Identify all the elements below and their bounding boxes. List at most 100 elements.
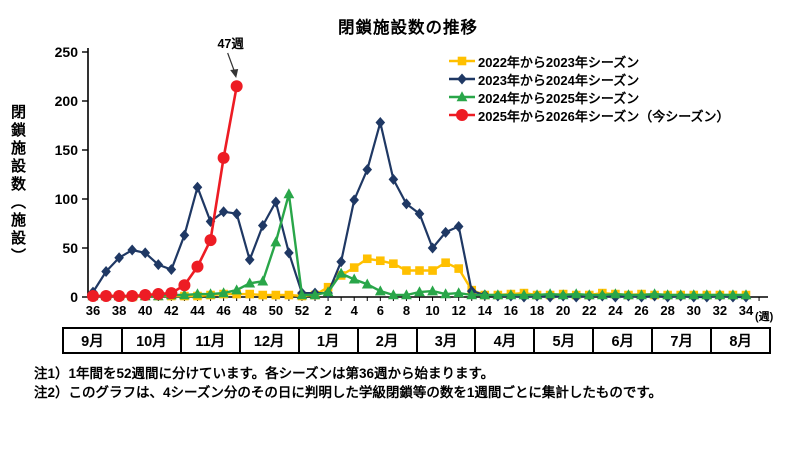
triangle-marker-2 xyxy=(466,289,478,300)
x-tick-label: 44 xyxy=(190,303,205,318)
legend-item-1: 2023年から2024年シーズン xyxy=(449,70,730,88)
circle-marker-legend xyxy=(456,109,468,121)
diamond-marker-1 xyxy=(153,259,164,271)
annotation-arrow-line xyxy=(227,52,236,73)
circle-marker-3 xyxy=(87,290,99,303)
triangle-marker-2 xyxy=(179,289,190,300)
circle-marker-3 xyxy=(204,234,217,247)
square-marker xyxy=(389,259,398,268)
triangle-marker-2 xyxy=(440,288,452,299)
x-tick-label: 48 xyxy=(242,303,256,318)
triangle-marker-2 xyxy=(479,289,491,300)
square-marker xyxy=(349,263,359,272)
circle-marker-3 xyxy=(126,290,139,303)
diamond-marker-1 xyxy=(205,216,216,228)
triangle-marker-2 xyxy=(427,285,438,296)
circle-marker-3 xyxy=(217,151,230,164)
x-tick-label: 14 xyxy=(478,303,493,318)
legend-item-label: 2024年から2025年シーズン xyxy=(478,90,640,106)
square-marker xyxy=(245,289,255,299)
chart-title: 閉鎖施設数の推移 xyxy=(338,19,478,37)
month-axis-table: 9月 10月 11月 12月 1月 2月 3月 4月 5月 6月 7月 8月 xyxy=(62,327,771,354)
month-cell: 11月 xyxy=(179,329,239,352)
diamond-marker-icon xyxy=(449,73,475,85)
series-line-3 xyxy=(91,85,238,298)
square-marker xyxy=(284,290,294,300)
diamond-marker-1 xyxy=(414,208,425,220)
triangle-marker-2 xyxy=(257,275,269,286)
x-tick-label: 4 xyxy=(351,303,359,318)
triangle-marker-2 xyxy=(701,289,713,300)
y-axis-label: 閉鎖施設数（施設） xyxy=(9,104,26,266)
diamond-marker-1 xyxy=(349,194,359,206)
triangle-marker-2 xyxy=(531,289,543,300)
diamond-marker-1 xyxy=(127,244,137,256)
triangle-marker-2 xyxy=(583,289,595,300)
triangle-marker-2 xyxy=(557,289,569,300)
diamond-marker-1 xyxy=(257,219,268,231)
legend: 2022年から2023年シーズン 2023年から2024年シーズン 2024年から2… xyxy=(449,52,730,124)
square-marker xyxy=(428,266,437,275)
triangle-marker-legend xyxy=(456,91,468,102)
triangle-marker-2 xyxy=(322,286,334,297)
square-marker xyxy=(454,264,463,273)
x-tick-label: 18 xyxy=(530,303,544,318)
triangle-marker-2 xyxy=(374,285,386,296)
x-tick-label: 50 xyxy=(269,303,283,318)
x-tick-label: 2 xyxy=(324,303,331,318)
square-marker xyxy=(441,258,450,267)
diamond-marker-1 xyxy=(427,242,438,254)
triangle-marker-2 xyxy=(244,277,256,288)
x-tick-label: 22 xyxy=(582,303,596,318)
triangle-marker-2 xyxy=(570,288,582,299)
triangle-marker-2 xyxy=(596,289,608,300)
triangle-marker-2 xyxy=(414,286,425,297)
x-tick-label: 6 xyxy=(377,303,384,318)
triangle-marker-2 xyxy=(675,289,687,300)
x-tick-label: 24 xyxy=(608,303,623,318)
square-marker xyxy=(402,266,411,275)
footnote-1: 注1）1年間を52週間に分けています。各シーズンは第36週から始まります。 xyxy=(34,366,495,381)
x-tick-label: 12 xyxy=(451,303,465,318)
y-tick-label: 0 xyxy=(70,289,78,305)
legend-item-label: 2025年から2026年シーズン（今シーズン） xyxy=(478,108,730,124)
diamond-marker-1 xyxy=(388,173,399,185)
diamond-marker-1 xyxy=(192,181,203,193)
triangle-marker-2 xyxy=(623,289,634,300)
month-cell: 3月 xyxy=(415,329,475,352)
circle-marker-3 xyxy=(139,289,152,302)
month-cell: 2月 xyxy=(356,329,416,352)
triangle-marker-2 xyxy=(231,284,243,295)
triangle-marker-2 xyxy=(714,289,726,300)
x-tick-label: 32 xyxy=(713,303,727,318)
month-cell: 12月 xyxy=(238,329,298,352)
triangle-marker-2 xyxy=(727,289,739,300)
diamond-marker-1 xyxy=(401,198,412,210)
x-tick-label: 46 xyxy=(216,303,230,318)
triangle-marker-2 xyxy=(296,289,308,300)
legend-item-label: 2022年から2023年シーズン xyxy=(478,54,640,70)
diamond-marker-1 xyxy=(440,226,451,238)
month-cell: 1月 xyxy=(297,329,357,352)
circle-marker-3 xyxy=(178,279,191,292)
x-tick-label: 8 xyxy=(403,303,410,318)
triangle-marker-2 xyxy=(283,188,295,199)
month-cell: 4月 xyxy=(474,329,533,352)
diamond-marker-1 xyxy=(101,266,111,278)
diamond-marker-1 xyxy=(375,117,386,129)
diamond-marker-1 xyxy=(336,256,346,268)
triangle-marker-icon xyxy=(449,91,475,102)
x-tick-label: 42 xyxy=(164,303,178,318)
x-tick-label: 52 xyxy=(295,303,309,318)
square-marker xyxy=(415,266,424,275)
y-tick-label: 150 xyxy=(55,142,79,158)
x-tick-label: 16 xyxy=(504,303,518,318)
diamond-marker-1 xyxy=(166,264,177,276)
triangle-marker-2 xyxy=(218,287,229,298)
x-tick-label: 38 xyxy=(112,303,126,318)
triangle-marker-2 xyxy=(348,273,360,284)
diamond-marker-1 xyxy=(362,164,373,176)
diamond-marker-1 xyxy=(179,229,190,241)
footnote-2: 注2）このグラフは、4シーズン分のその日に判明した学級閉鎖等の数を1週間ごとに集… xyxy=(34,385,662,400)
circle-marker-icon xyxy=(449,109,475,121)
